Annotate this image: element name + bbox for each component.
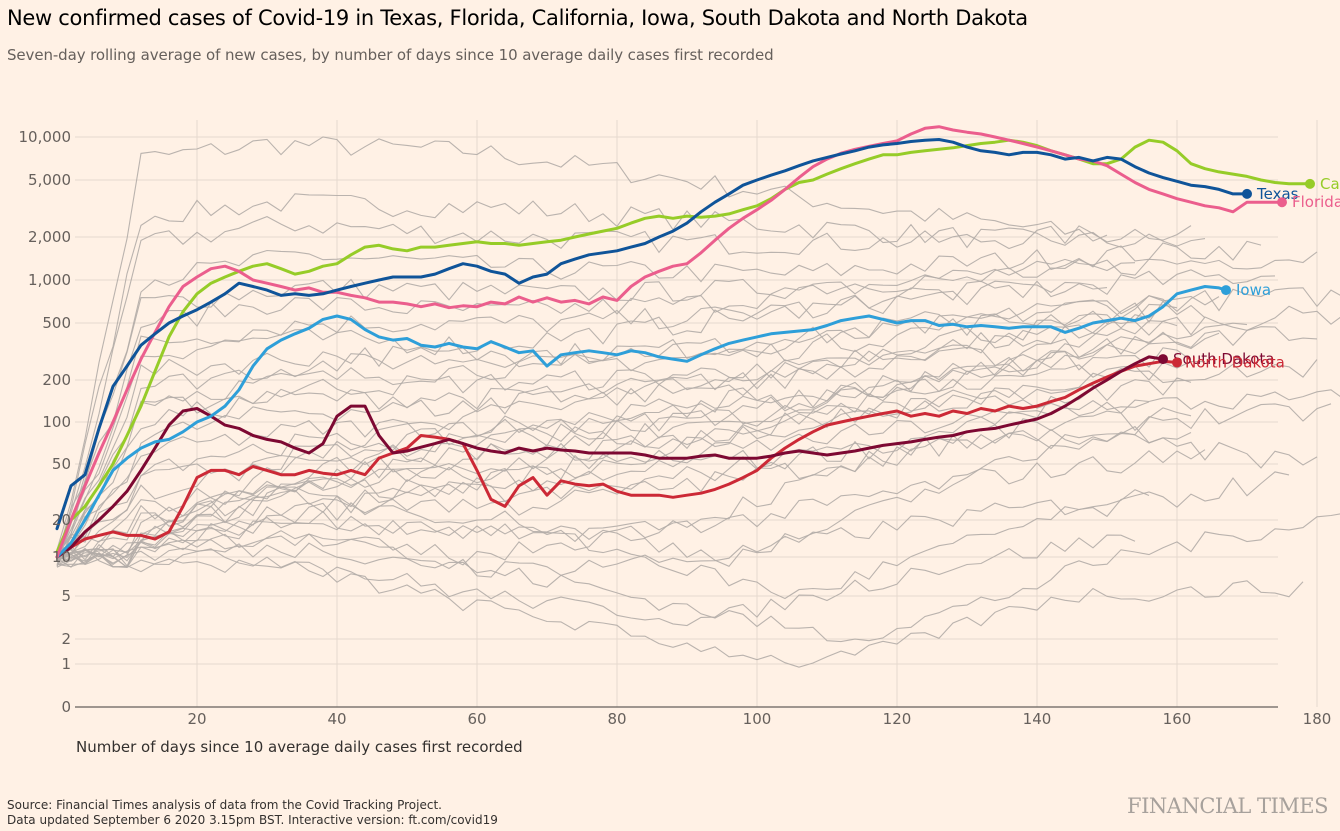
y-tick-label: 1,000 bbox=[28, 271, 71, 289]
background-state-line bbox=[56, 300, 1206, 557]
background-state-line bbox=[56, 322, 1248, 568]
series-end-dot-south-dakota bbox=[1158, 354, 1168, 365]
background-state-line bbox=[56, 534, 1136, 627]
background-state-line bbox=[56, 306, 1164, 550]
source-note: Source: Financial Times analysis of data… bbox=[7, 798, 442, 812]
background-state-line bbox=[56, 425, 1192, 561]
series-label-south-dakota: South Dakota bbox=[1173, 350, 1275, 368]
series-label-florida: Florida bbox=[1292, 193, 1340, 211]
background-state-line bbox=[56, 280, 1108, 557]
x-tick-label: 20 bbox=[187, 710, 206, 728]
series-label-california: California bbox=[1320, 175, 1340, 193]
series-end-dot-florida bbox=[1277, 197, 1287, 208]
series-label-texas: Texas bbox=[1256, 185, 1299, 203]
ft-logo: FINANCIAL TIMES bbox=[1127, 794, 1328, 818]
x-tick-label: 140 bbox=[1023, 710, 1052, 728]
y-tick-label: 10,000 bbox=[19, 128, 72, 146]
background-state-line bbox=[56, 471, 1290, 600]
y-tick-label: 5 bbox=[61, 587, 71, 605]
background-state-line bbox=[56, 347, 1192, 554]
chart-title: New confirmed cases of Covid-19 in Texas… bbox=[7, 6, 1028, 30]
x-tick-label: 80 bbox=[607, 710, 626, 728]
background-series bbox=[56, 136, 1340, 668]
updated-note: Data updated September 6 2020 3.15pm BST… bbox=[7, 813, 498, 827]
background-state-line bbox=[56, 295, 1220, 567]
background-state-line bbox=[56, 193, 1206, 561]
background-state-line bbox=[56, 258, 1136, 567]
x-tick-label: 40 bbox=[327, 710, 346, 728]
background-state-line bbox=[56, 320, 1178, 552]
y-tick-label: 500 bbox=[42, 314, 71, 332]
series-line-north-dakota bbox=[55, 359, 1179, 559]
x-tick-label: 180 bbox=[1303, 710, 1332, 728]
y-tick-label: 100 bbox=[42, 413, 71, 431]
series-end-dot-texas bbox=[1242, 188, 1252, 199]
y-tick-label: 10 bbox=[52, 548, 71, 566]
x-tick-label: 160 bbox=[1163, 710, 1192, 728]
series-end-dot-north-dakota bbox=[1172, 357, 1182, 368]
x-axis-label: Number of days since 10 average daily ca… bbox=[76, 738, 523, 756]
background-state-line bbox=[56, 449, 1206, 562]
background-state-line bbox=[56, 251, 1318, 565]
series-end-dot-california bbox=[1305, 178, 1315, 189]
chart-subtitle: Seven-day rolling average of new cases, … bbox=[7, 46, 774, 64]
x-tick-label: 60 bbox=[467, 710, 486, 728]
y-tick-label: 1 bbox=[61, 655, 71, 673]
background-state-line bbox=[56, 403, 1332, 555]
background-state-line bbox=[56, 136, 1108, 550]
y-tick-label: 200 bbox=[42, 371, 71, 389]
x-tick-label: 100 bbox=[743, 710, 772, 728]
y-tick-label: 20 bbox=[52, 511, 71, 529]
series-line-texas bbox=[55, 138, 1249, 531]
background-state-line bbox=[56, 215, 1192, 554]
background-state-line bbox=[56, 389, 1340, 562]
background-state-line bbox=[56, 389, 1150, 566]
series-label-north-dakota: North Dakota bbox=[1185, 353, 1285, 371]
background-state-line bbox=[56, 407, 1192, 568]
y-tick-label: 5,000 bbox=[28, 171, 71, 189]
y-tick-label: 0 bbox=[61, 698, 71, 716]
series-end-dot-iowa bbox=[1221, 285, 1231, 296]
background-state-line bbox=[56, 489, 1150, 578]
axes: 0 1 2 5 10 20 50 100 200 500 1,000 2,000 5,000 10,000… bbox=[19, 128, 1332, 728]
background-state-line bbox=[56, 360, 1206, 568]
y-tick-label: 2 bbox=[61, 630, 71, 648]
background-state-line bbox=[56, 303, 1178, 559]
series-label-iowa: Iowa bbox=[1236, 281, 1271, 299]
series-line-california bbox=[55, 138, 1312, 554]
background-state-line bbox=[56, 331, 1220, 565]
background-state-line bbox=[56, 548, 1304, 668]
background-state-line bbox=[56, 305, 1340, 556]
x-tick-label: 120 bbox=[883, 710, 912, 728]
background-state-line bbox=[56, 513, 1340, 643]
background-state-line bbox=[56, 287, 1340, 559]
background-state-line bbox=[56, 240, 1262, 558]
grid-lines bbox=[75, 120, 1318, 707]
series-line-iowa bbox=[55, 285, 1228, 559]
y-tick-label: 2,000 bbox=[28, 228, 71, 246]
background-state-line bbox=[56, 377, 1108, 568]
series-labels: TexasFloridaCalifornia Iowa South DakotaNo… bbox=[1158, 175, 1340, 371]
y-tick-label: 50 bbox=[52, 455, 71, 473]
background-state-line bbox=[56, 269, 1276, 556]
series-line-south-dakota bbox=[55, 355, 1165, 559]
highlight-series bbox=[55, 125, 1312, 559]
